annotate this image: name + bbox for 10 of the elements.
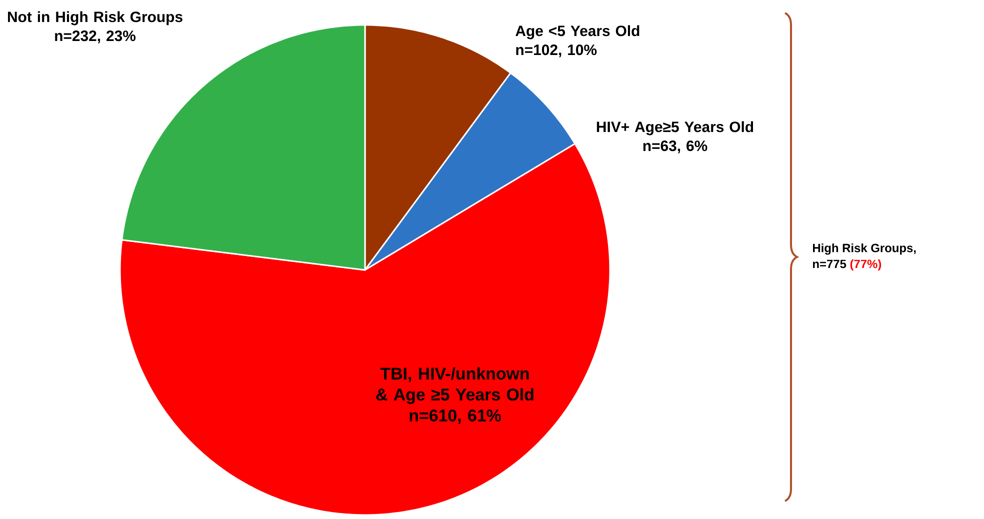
text: High Risk Groups, xyxy=(813,243,916,255)
data-label: n=610, 61% xyxy=(410,409,501,424)
slice-label: Age <5 Years Old xyxy=(516,25,640,40)
data-label: n=102, 10% xyxy=(516,44,597,58)
slice-label: Not in High Risk Groups xyxy=(8,11,182,26)
text: n=775 xyxy=(812,260,846,268)
data-label: n=63, 6% xyxy=(643,140,708,154)
data-label: n=232, 23% xyxy=(55,30,136,44)
text: (77%) xyxy=(850,259,882,271)
slice-label: HIV+ Age≥5 Years Old xyxy=(596,121,754,136)
